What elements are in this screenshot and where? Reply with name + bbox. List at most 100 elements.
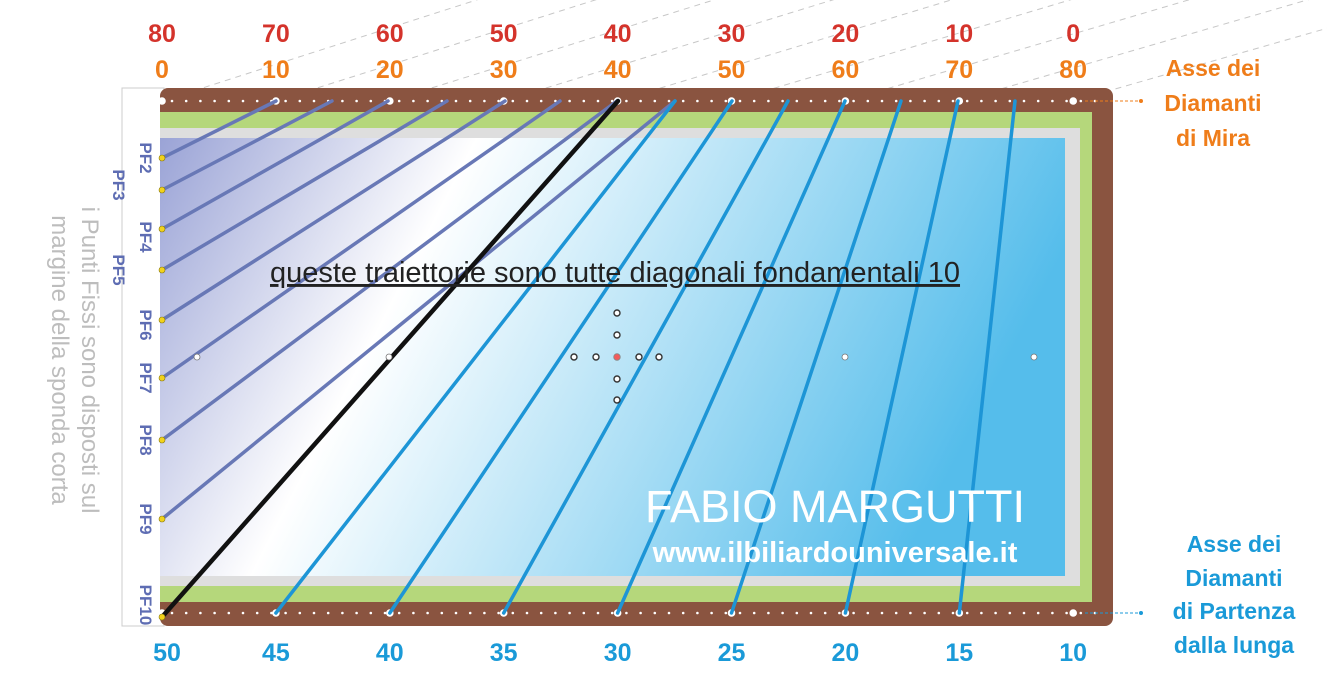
bottom-tick: 35 [490, 639, 518, 667]
cross-spot [655, 353, 663, 361]
rail-dot [582, 611, 586, 615]
aim-axis-line-2: Diamanti [1164, 90, 1261, 116]
top-red-tick: 30 [718, 20, 746, 48]
rail-dot [951, 611, 955, 615]
rail-dot [454, 611, 458, 615]
blue-trajectory [843, 99, 960, 615]
top-red-tick: 40 [604, 20, 632, 48]
start-axis-line-1: Asse dei [1187, 531, 1282, 557]
rail-dot [1022, 611, 1026, 615]
rail-dot [696, 99, 699, 103]
bottom-tick: 15 [945, 639, 973, 667]
rail-dot [227, 611, 231, 615]
fixed-point-marker [158, 154, 166, 162]
rail-dot [326, 611, 330, 615]
rail-dot [241, 611, 245, 615]
rail-dot [965, 99, 969, 103]
rail-dot [980, 611, 983, 615]
rail-dot [923, 99, 926, 103]
bottom-tick: 45 [262, 639, 290, 667]
fixed-point-label: PF5 [109, 254, 128, 285]
cross-spot [635, 353, 643, 361]
side-note-line-2: margine della sponda corta [46, 215, 73, 505]
top-orange-tick: 20 [376, 56, 404, 84]
rail-dot [582, 99, 586, 103]
top-orange-tick: 80 [1059, 56, 1087, 84]
start-axis-line-4: dalla lunga [1174, 632, 1294, 658]
rail-dot [994, 611, 997, 615]
rail-dot [639, 99, 642, 103]
top-diamond [158, 97, 166, 105]
rail-dot [1051, 99, 1054, 103]
rail-dot [525, 611, 529, 615]
rail-dot [1022, 99, 1026, 103]
rail-dot [653, 99, 657, 103]
rail-dot [525, 99, 529, 103]
purple-trajectories [160, 99, 677, 521]
guide-line [1073, 27, 1327, 102]
rail-dot [511, 99, 515, 103]
rail-dot [213, 99, 216, 103]
rail-dot [1065, 99, 1068, 103]
fixed-point-marker [158, 186, 166, 194]
rail-dot [667, 99, 671, 103]
rail-dot [284, 99, 287, 103]
rail-dot [596, 611, 600, 615]
aim-axis-line-3: di Mira [1176, 125, 1250, 151]
bottom-tick: 10 [1059, 639, 1087, 667]
bottom-tick: 50 [153, 639, 181, 667]
fixed-point-marker [158, 374, 166, 382]
rail-dot [199, 99, 202, 103]
purple-trajectory [160, 99, 677, 521]
bottom-tick: 25 [718, 639, 746, 667]
top-orange-tick: 40 [604, 56, 632, 84]
rail-dot [696, 611, 699, 615]
guide-line [503, 0, 835, 102]
cloth [160, 138, 1065, 576]
rail-dot [909, 611, 912, 615]
start-axis-label: Asse dei Diamanti di Partenza dalla lung… [1173, 531, 1296, 658]
top-orange-tick: 60 [831, 56, 859, 84]
guide-line [731, 0, 1072, 102]
guide-line [959, 0, 1309, 102]
rail-dot [270, 611, 273, 615]
table-spot [1030, 353, 1038, 361]
rail-dot [383, 611, 387, 615]
headline: queste traiettorie sono tutte diagonali … [270, 257, 960, 289]
guide-line [617, 0, 953, 102]
blue-trajectory [729, 99, 903, 615]
cross-spot [592, 353, 600, 361]
cross-spot [613, 331, 621, 339]
rail-dot [539, 99, 543, 103]
rail-dot [426, 99, 429, 103]
rail-dot [1036, 99, 1040, 103]
top-red-tick: 60 [376, 20, 404, 48]
rail-dot [852, 611, 855, 615]
rail-dot [809, 611, 813, 615]
fixed-point-marker [158, 613, 166, 621]
table-spot [193, 353, 201, 361]
top-diamond [1069, 97, 1077, 105]
bottom-tick: 30 [604, 639, 632, 667]
rail-dot [1065, 611, 1068, 615]
rail-dot [738, 99, 742, 103]
fixed-point-label: PF8 [136, 424, 155, 455]
bottom-diamond [1069, 609, 1077, 617]
rail-dot [980, 99, 983, 103]
rail-dot [341, 99, 344, 103]
fixed-point-label: PF7 [136, 362, 155, 393]
fixed-point-label: PF4 [136, 221, 155, 253]
fixed-point-marker [158, 436, 166, 444]
rail-dot [752, 99, 756, 103]
bottom-scale: 50 45 40 35 30 25 20 15 10 [153, 639, 1087, 667]
guide-line [161, 0, 479, 102]
rail-dot [866, 611, 870, 615]
fixed-point-label: PF9 [136, 503, 155, 534]
rail-dot [795, 99, 799, 103]
rail-dot [767, 99, 770, 103]
top-orange-tick: 50 [718, 56, 746, 84]
fixed-point-labels: PF2 PF3 PF4 PF5 PF6 PF7 PF8 PF9 PF10 [109, 142, 155, 625]
rail-dot [1051, 611, 1054, 615]
rail-dot [184, 611, 188, 615]
rail-dot [994, 99, 997, 103]
